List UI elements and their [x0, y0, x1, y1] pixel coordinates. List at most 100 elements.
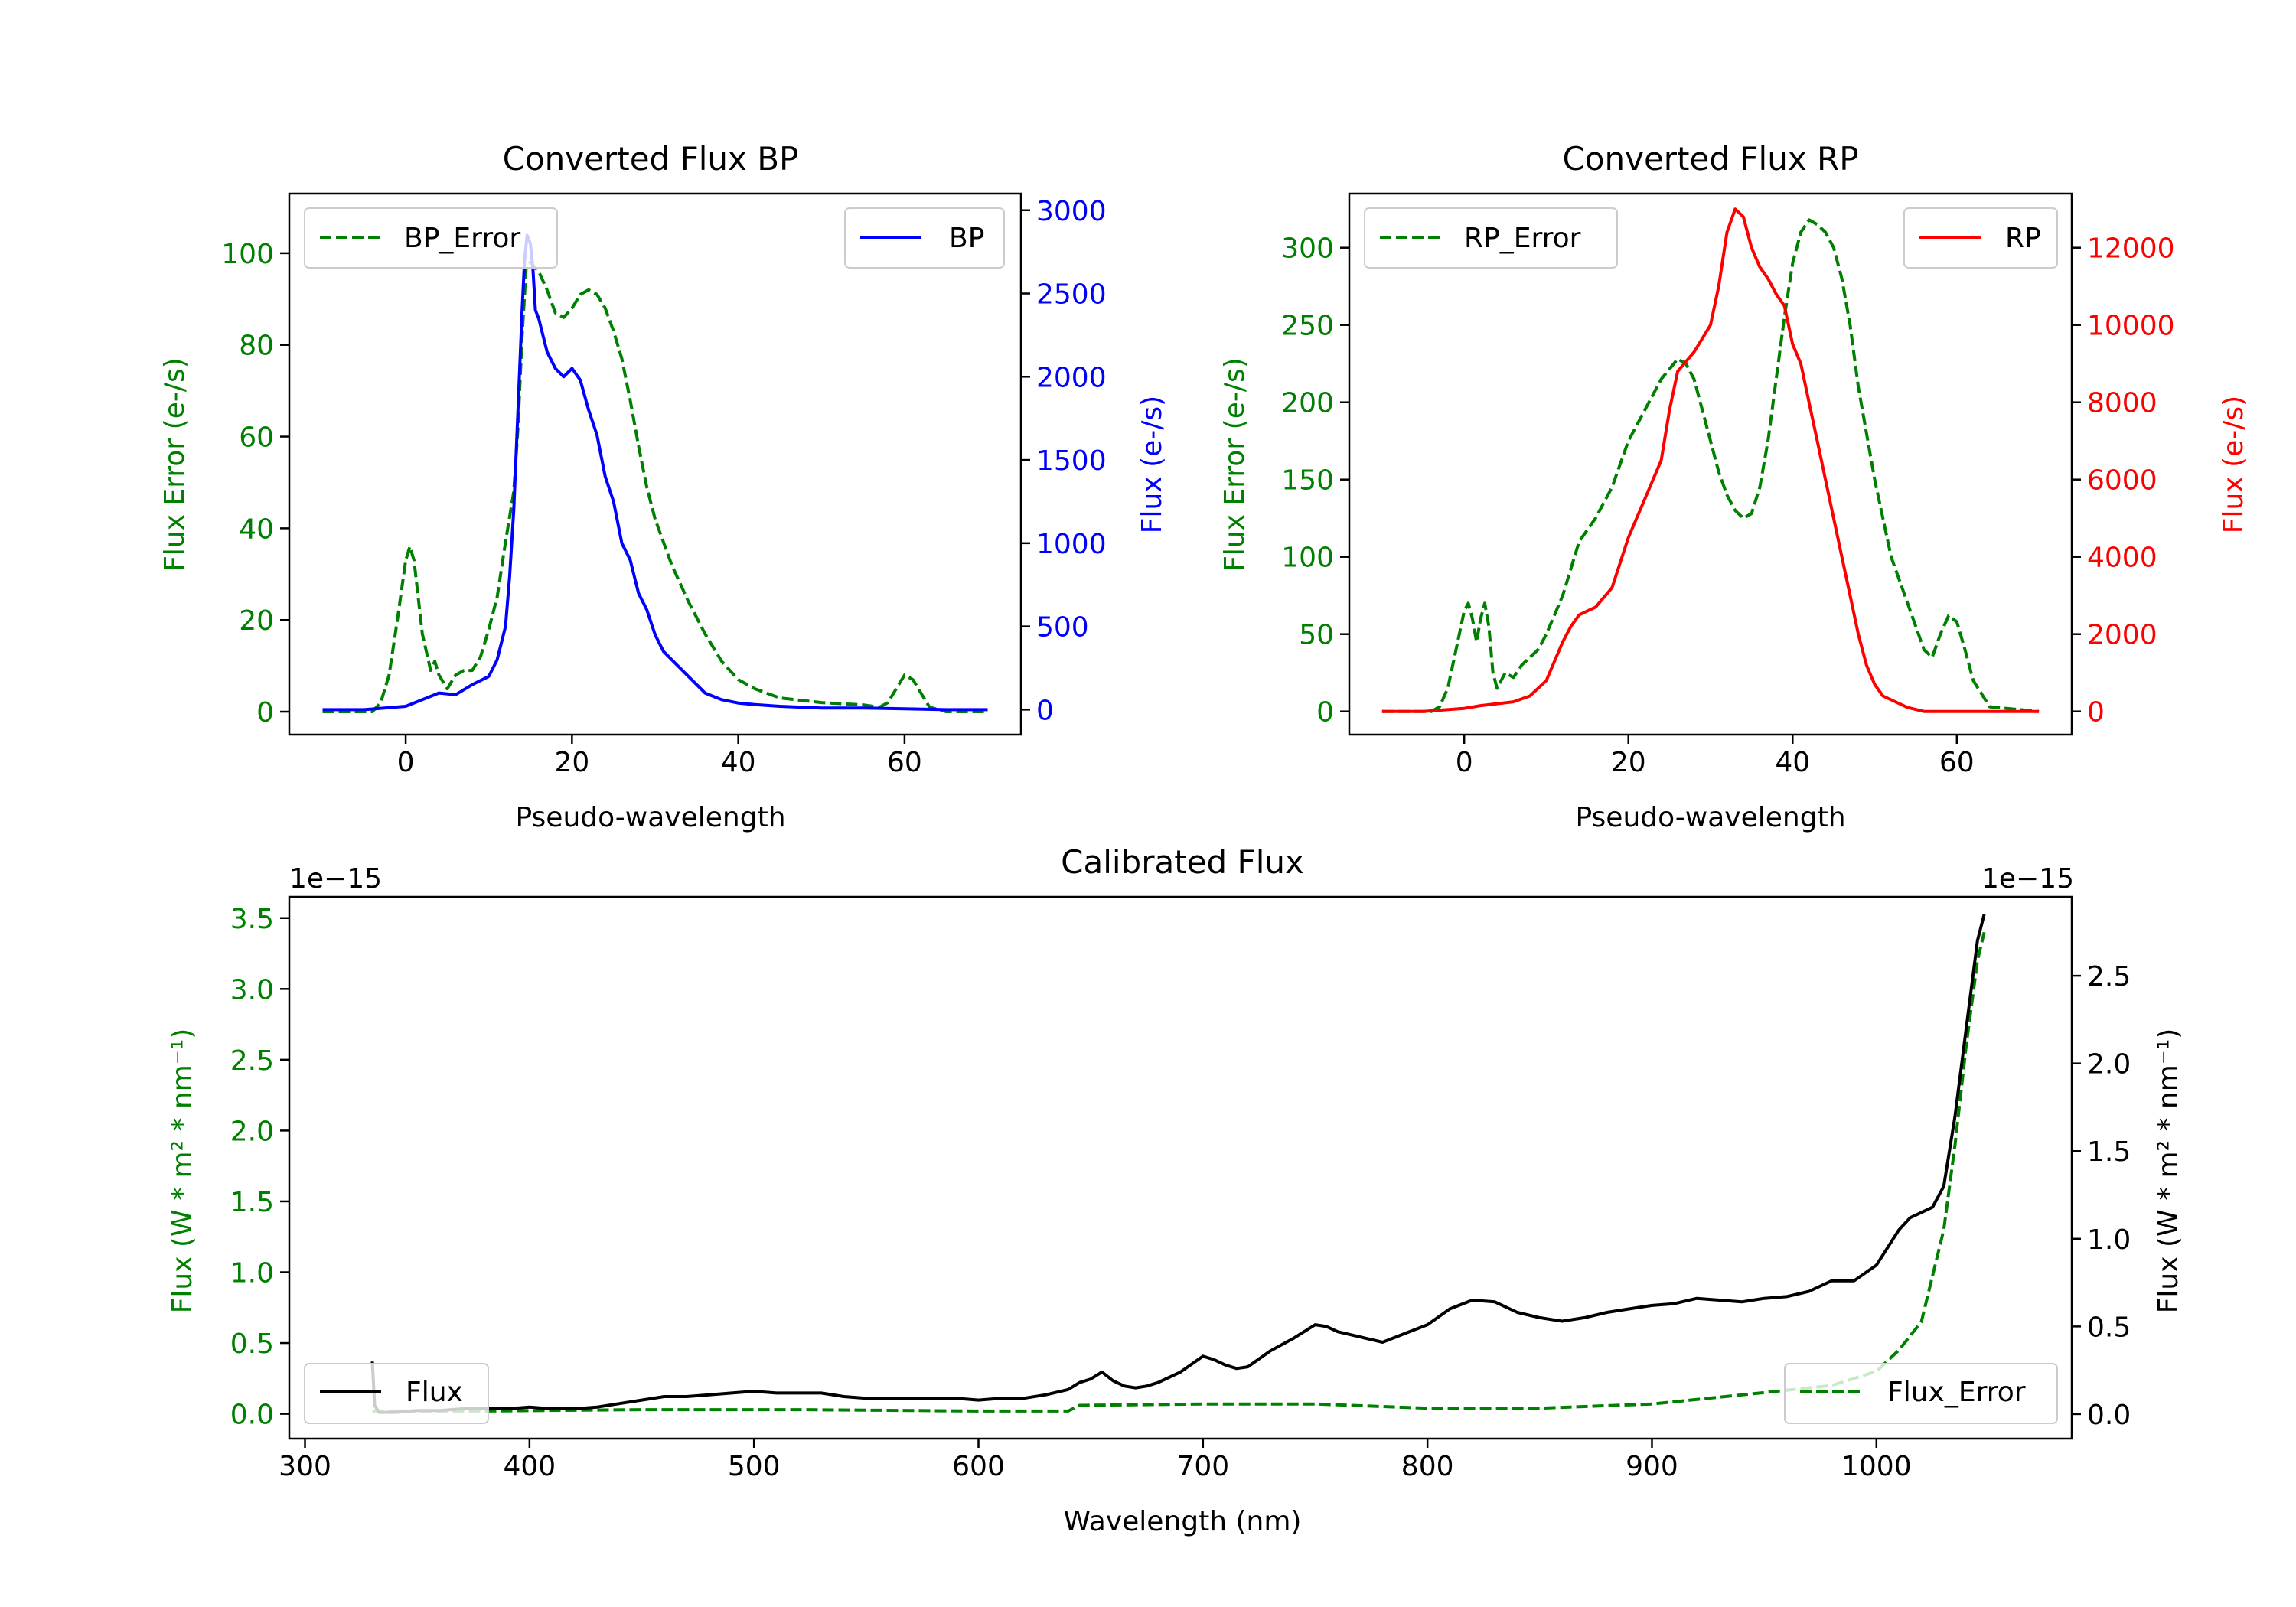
- calibrated-left-y-tick-label: 0.5: [230, 1328, 274, 1360]
- rp-lines: [1381, 207, 2040, 713]
- bp-right-y-tick-label: 2500: [1036, 279, 1107, 311]
- bp-right-y-tick-label: 0: [1036, 695, 1054, 726]
- rp-left-y-tick-label: 250: [1281, 311, 1334, 342]
- bp-x-tick-label: 0: [397, 747, 415, 778]
- bp-right-y-tick-label: 500: [1036, 612, 1089, 644]
- calibrated-x-tick-label: 700: [1176, 1451, 1229, 1482]
- rp-left-y-tick-label: 150: [1281, 465, 1334, 497]
- bp-legend: BP: [844, 207, 1005, 269]
- calibrated-right-y-tick-label: 1.5: [2087, 1136, 2131, 1168]
- calibrated-left-y-tick-label: 1.5: [230, 1187, 274, 1218]
- calibrated-x-tick-label: 500: [728, 1451, 781, 1482]
- rp-right-y-tick-label: 0: [2087, 697, 2105, 729]
- rp-left-y-tick-label: 300: [1281, 233, 1334, 265]
- bp-right-y-tick-label: 3000: [1036, 196, 1107, 227]
- bp-panel: Converted Flux BP Pseudo-wavelength Flux…: [159, 140, 1168, 833]
- rp-legend-label: RP: [2005, 223, 2041, 254]
- rp-x-tick-label: 40: [1775, 747, 1810, 778]
- bp-right-y-tick-label: 1000: [1036, 529, 1107, 560]
- bp-x-tick-label: 60: [887, 747, 922, 778]
- bp-ticks: 0 20 40 60020406080100050010001500200025003…: [221, 196, 1106, 778]
- calibrated-right-y-tick-label: 2.5: [2087, 961, 2131, 993]
- calibrated-x-tick-label: 900: [1626, 1451, 1678, 1482]
- rp-plot-frame: [1348, 192, 2073, 736]
- rp-right-y-tick-label: 8000: [2087, 388, 2157, 419]
- bp-line: [322, 233, 988, 712]
- rp-right-y-tick-label: 2000: [2087, 620, 2157, 651]
- bp-x-tick-label: 20: [554, 747, 589, 778]
- bp-right-y-tick-label: 2000: [1036, 362, 1107, 393]
- bp-left-y-tick-label: 60: [239, 422, 274, 454]
- calibrated-left-y-tick-label: 3.5: [230, 904, 274, 935]
- rp-left-axis-label: Flux Error (e-/s): [1219, 357, 1251, 572]
- bp-x-tick-label: 40: [721, 747, 756, 778]
- rp-error-legend: RP_Error: [1364, 207, 1618, 269]
- rp-right-y-tick-label: 12000: [2087, 233, 2175, 265]
- flux-error-line: [372, 931, 1986, 1413]
- calibrated-right-y-tick-label: 1.0: [2087, 1224, 2131, 1256]
- rp-left-y-tick-label: 0: [1316, 697, 1334, 729]
- flux-error-legend: Flux_Error: [1784, 1363, 2058, 1424]
- calibrated-right-axis-label: Flux (W * m² * nm⁻¹): [2153, 1028, 2184, 1314]
- calibrated-x-axis-label: Wavelength (nm): [1064, 1506, 1302, 1537]
- calibrated-panel: Calibrated Flux Wavelength (nm) Flux (W …: [167, 843, 2184, 1537]
- flux-line: [370, 914, 1986, 1414]
- rp-error-legend-label: RP_Error: [1464, 223, 1581, 254]
- flux-error-legend-label: Flux_Error: [1887, 1377, 2026, 1408]
- calibrated-left-axis-label: Flux (W * m² * nm⁻¹): [167, 1028, 198, 1314]
- bp-error-legend: BP_Error: [304, 207, 558, 269]
- calibrated-x-tick-label: 1000: [1841, 1451, 1912, 1482]
- rp-title: Converted Flux RP: [1562, 140, 1858, 178]
- rp-left-y-tick-label: 200: [1281, 388, 1334, 419]
- rp-x-tick-label: 0: [1456, 747, 1473, 778]
- calibrated-x-tick-label: 600: [952, 1451, 1005, 1482]
- calibrated-left-y-tick-label: 2.0: [230, 1116, 274, 1147]
- bp-plot-frame: [288, 192, 1022, 736]
- bp-legend-label: BP: [949, 223, 984, 254]
- bp-x-axis-label: Pseudo-wavelength: [515, 802, 785, 833]
- bp-right-axis-label: Flux (e-/s): [1137, 396, 1168, 533]
- calibrated-right-y-tick-label: 0.0: [2087, 1400, 2131, 1431]
- rp-x-tick-label: 20: [1611, 747, 1646, 778]
- bp-left-axis-label: Flux Error (e-/s): [159, 357, 191, 572]
- rp-right-y-tick-label: 6000: [2087, 465, 2157, 497]
- calibrated-left-y-tick-label: 3.0: [230, 974, 274, 1006]
- calibrated-right-y-tick-label: 0.5: [2087, 1312, 2131, 1343]
- bp-left-y-tick-label: 40: [239, 513, 274, 545]
- calibrated-right-y-tick-label: 2.0: [2087, 1049, 2131, 1081]
- rp-left-y-tick-label: 100: [1281, 543, 1334, 574]
- calibrated-left-y-tick-label: 1.0: [230, 1258, 274, 1289]
- calibrated-plot-frame: [288, 895, 2073, 1440]
- rp-left-y-tick-label: 50: [1299, 620, 1334, 651]
- rp-right-y-tick-label: 4000: [2087, 543, 2157, 574]
- rp-legend: RP: [1903, 207, 2058, 269]
- flux-legend-label: Flux: [406, 1377, 463, 1408]
- calibrated-left-offset: 1e−15: [289, 863, 382, 895]
- bp-lines: [322, 233, 988, 713]
- bp-right-y-tick-label: 1500: [1036, 445, 1107, 477]
- flux-legend: Flux: [304, 1363, 489, 1424]
- bp-error-line: [322, 260, 988, 713]
- calibrated-ticks: 300 400 500 600 700 800 900 1000 0.0 0.5 1.0 1.5 2.0…: [230, 904, 2131, 1482]
- rp-x-axis-label: Pseudo-wavelength: [1575, 802, 1845, 833]
- rp-error-line: [1381, 218, 2040, 713]
- rp-line: [1381, 207, 2040, 713]
- rp-right-y-tick-label: 10000: [2087, 311, 2175, 342]
- calibrated-lines: [370, 914, 1986, 1414]
- bp-left-y-tick-label: 100: [221, 239, 274, 270]
- calibrated-left-y-tick-label: 2.5: [230, 1045, 274, 1077]
- rp-right-axis-label: Flux (e-/s): [2218, 396, 2249, 533]
- calibrated-right-offset: 1e−15: [1981, 863, 2074, 895]
- calibrated-x-tick-label: 800: [1401, 1451, 1454, 1482]
- bp-title: Converted Flux BP: [503, 140, 799, 178]
- calibrated-left-y-tick-label: 0.0: [230, 1400, 274, 1431]
- bp-error-legend-label: BP_Error: [404, 223, 520, 254]
- rp-ticks: 0 20 40 60 0 50 100 150 200 250 300 0 2000 4000 6000 80…: [1281, 233, 2174, 778]
- rp-panel: Converted Flux RP Pseudo-wavelength Flux…: [1219, 140, 2249, 833]
- bp-left-y-tick-label: 80: [239, 331, 274, 362]
- bp-left-y-tick-label: 0: [256, 697, 274, 729]
- calibrated-x-tick-label: 400: [503, 1451, 556, 1482]
- bp-left-y-tick-label: 20: [239, 605, 274, 637]
- calibrated-x-tick-label: 300: [279, 1451, 331, 1482]
